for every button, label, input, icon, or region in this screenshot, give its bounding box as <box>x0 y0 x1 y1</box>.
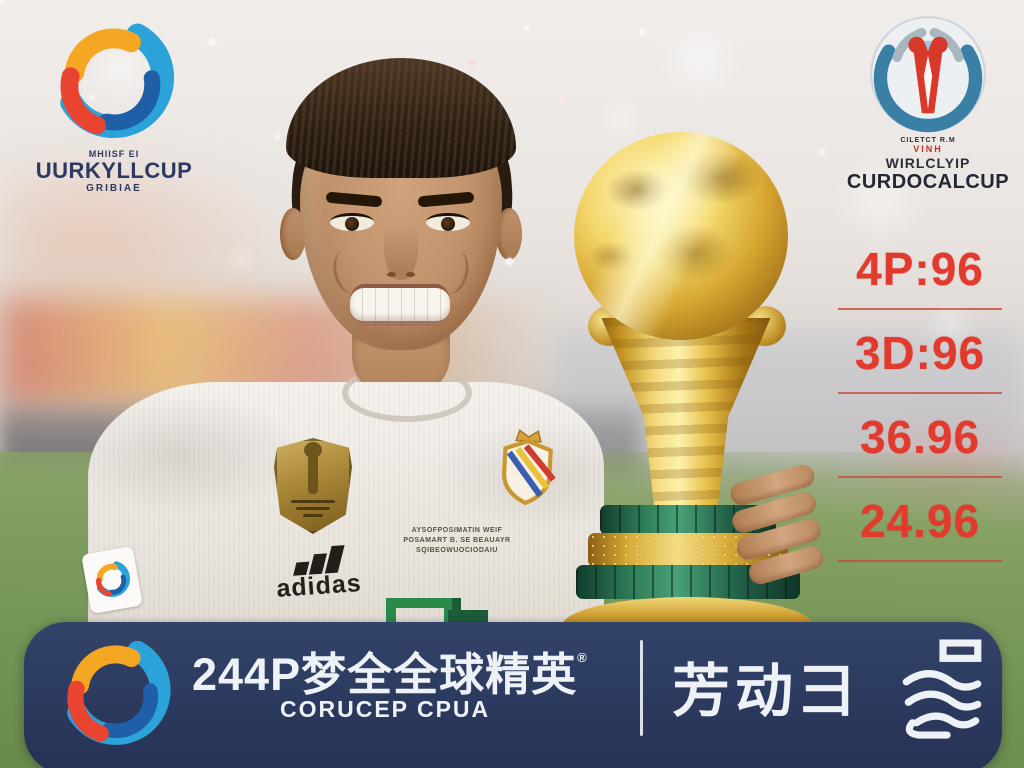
eyebrow-right <box>417 191 475 208</box>
top-left-title: UURKYLLCUP <box>35 158 193 183</box>
emblem-caption-red: VINH <box>913 144 943 154</box>
sponsor-line: SQIBEOWUOCIODAIU <box>416 547 498 554</box>
eye-left <box>330 213 374 231</box>
top-left-logo-block: MHIISF EI UURKYLLCUP GRIBIAE <box>14 16 214 194</box>
jersey-collar <box>342 364 472 422</box>
price-item: 24.96 <box>859 495 981 547</box>
eyebrow-left <box>325 191 383 208</box>
badge-text-line <box>303 514 323 517</box>
price-separator <box>838 560 1002 562</box>
banner-subheadline: CORUCEP CPUA <box>280 696 491 722</box>
sponsor-line: AYSOFPOSIMATIN WEIF <box>411 527 503 534</box>
badge-text-line <box>296 507 330 510</box>
hand-lines-logo-icon <box>896 636 988 740</box>
nostril-right <box>406 272 415 277</box>
emblem-caption-micro: CILETCT R.M <box>900 137 956 144</box>
swirl-patch-icon <box>89 557 135 603</box>
confetti-specks <box>0 0 4 4</box>
trophy-globe <box>574 132 788 340</box>
nose <box>384 208 418 280</box>
swirl-globe-icon <box>48 16 180 148</box>
badge-trophy-icon <box>308 450 318 494</box>
jersey-sponsor-text: AYSOFPOSIMATIN WEIF POSAMART B. SE BEAUA… <box>362 526 552 556</box>
price-separator <box>838 392 1002 394</box>
nostril-left <box>387 272 396 277</box>
price-separator <box>838 476 1002 478</box>
emblem-title-small: WIRLCLYIP <box>885 155 971 171</box>
club-crest-icon <box>492 422 563 517</box>
badge-text-line <box>291 500 335 503</box>
world-cup-emblem-icon <box>866 14 990 138</box>
banner-headline-text: 244P梦全全球精英 <box>192 649 578 700</box>
banner-headline: 244P梦全全球精英® <box>192 638 652 703</box>
banner-right-wordmark: 芳动彐 <box>672 659 862 724</box>
top-left-caption-bottom: GRIBIAE <box>86 183 142 194</box>
trademark-symbol: ® <box>577 650 588 665</box>
top-left-caption-top: MHIISF EI <box>88 149 140 159</box>
adidas-logo: adidas <box>258 540 378 603</box>
earring <box>506 258 513 265</box>
champions-badge-icon <box>274 438 352 534</box>
price-item: 3D:96 <box>854 327 986 379</box>
bottom-brand-banner: 244P梦全全球精英® CORUCEP CPUA 芳动彐 <box>24 622 1002 768</box>
price-item: 36.96 <box>859 411 981 463</box>
player-jersey-torso <box>88 382 604 624</box>
emblem-title: CURDOCALCUP <box>846 171 1010 193</box>
price-list: 4P:96 3D:96 36.96 24.96 <box>832 238 1008 574</box>
banner-divider <box>640 640 643 736</box>
green-partial-logo <box>452 598 461 614</box>
price-separator <box>838 308 1002 310</box>
price-item: 4P:96 <box>856 243 984 295</box>
banner-swirl-logo-icon <box>56 634 176 754</box>
smiling-mouth <box>350 284 450 326</box>
sleeve-patch-icon <box>81 545 143 615</box>
top-right-emblem-block: CILETCT R.M VINH WIRLCLYIP CURDOCALCUP <box>838 14 1018 193</box>
eye-right <box>426 213 470 231</box>
sponsor-line: POSAMART B. SE BEAUAYR <box>403 537 511 544</box>
